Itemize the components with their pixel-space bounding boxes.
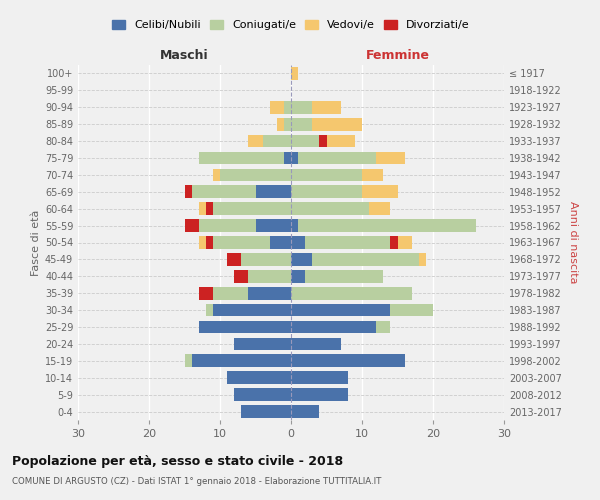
Bar — [234, 338, 291, 350]
Text: Maschi: Maschi — [160, 48, 209, 62]
Bar — [313, 253, 419, 266]
Bar — [369, 202, 391, 215]
Bar — [291, 202, 369, 215]
Bar — [305, 236, 391, 249]
Bar — [284, 118, 291, 130]
Bar — [191, 354, 291, 367]
Bar — [213, 168, 220, 181]
Bar — [206, 236, 213, 249]
Bar — [256, 186, 291, 198]
Bar — [291, 354, 404, 367]
Bar — [199, 152, 284, 164]
Bar — [291, 236, 305, 249]
Bar — [206, 304, 213, 316]
Bar — [199, 320, 291, 334]
Bar — [326, 134, 355, 147]
Bar — [362, 168, 383, 181]
Bar — [291, 304, 391, 316]
Bar — [199, 220, 256, 232]
Bar — [213, 202, 291, 215]
Bar — [291, 287, 412, 300]
Bar — [313, 101, 341, 114]
Bar — [206, 202, 213, 215]
Bar — [291, 388, 348, 401]
Bar — [313, 118, 362, 130]
Bar — [291, 134, 319, 147]
Bar — [376, 320, 391, 334]
Bar — [419, 253, 426, 266]
Bar — [398, 236, 412, 249]
Bar — [291, 270, 305, 282]
Bar — [291, 220, 298, 232]
Bar — [241, 405, 291, 418]
Bar — [319, 134, 326, 147]
Bar — [298, 220, 476, 232]
Y-axis label: Fasce di età: Fasce di età — [31, 210, 41, 276]
Bar — [234, 388, 291, 401]
Y-axis label: Anni di nascita: Anni di nascita — [568, 201, 578, 284]
Bar — [199, 236, 206, 249]
Bar — [284, 101, 291, 114]
Bar — [220, 168, 291, 181]
Bar — [391, 236, 398, 249]
Bar — [185, 220, 199, 232]
Bar — [291, 101, 313, 114]
Bar — [270, 101, 284, 114]
Bar — [291, 338, 341, 350]
Bar — [270, 236, 291, 249]
Bar — [248, 134, 263, 147]
Bar — [376, 152, 404, 164]
Bar — [291, 67, 298, 80]
Bar — [185, 354, 191, 367]
Bar — [298, 152, 376, 164]
Bar — [291, 320, 376, 334]
Bar — [199, 287, 213, 300]
Bar — [291, 253, 313, 266]
Bar — [277, 118, 284, 130]
Bar — [291, 372, 348, 384]
Bar — [362, 186, 398, 198]
Bar — [199, 202, 206, 215]
Bar — [248, 270, 291, 282]
Bar — [248, 287, 291, 300]
Bar — [191, 186, 256, 198]
Bar — [305, 270, 383, 282]
Legend: Celibi/Nubili, Coniugati/e, Vedovi/e, Divorziati/e: Celibi/Nubili, Coniugati/e, Vedovi/e, Di… — [108, 16, 474, 34]
Bar — [291, 152, 298, 164]
Bar — [284, 152, 291, 164]
Bar — [291, 168, 362, 181]
Bar — [227, 253, 241, 266]
Bar — [234, 270, 248, 282]
Bar — [291, 405, 319, 418]
Bar — [256, 220, 291, 232]
Bar — [241, 253, 291, 266]
Bar — [263, 134, 291, 147]
Text: COMUNE DI ARGUSTO (CZ) - Dati ISTAT 1° gennaio 2018 - Elaborazione TUTTITALIA.IT: COMUNE DI ARGUSTO (CZ) - Dati ISTAT 1° g… — [12, 478, 382, 486]
Bar — [213, 304, 291, 316]
Bar — [291, 186, 362, 198]
Bar — [185, 186, 191, 198]
Bar — [213, 287, 248, 300]
Bar — [213, 236, 270, 249]
Text: Popolazione per età, sesso e stato civile - 2018: Popolazione per età, sesso e stato civil… — [12, 455, 343, 468]
Bar — [391, 304, 433, 316]
Text: Femmine: Femmine — [365, 48, 430, 62]
Bar — [291, 118, 313, 130]
Bar — [227, 372, 291, 384]
